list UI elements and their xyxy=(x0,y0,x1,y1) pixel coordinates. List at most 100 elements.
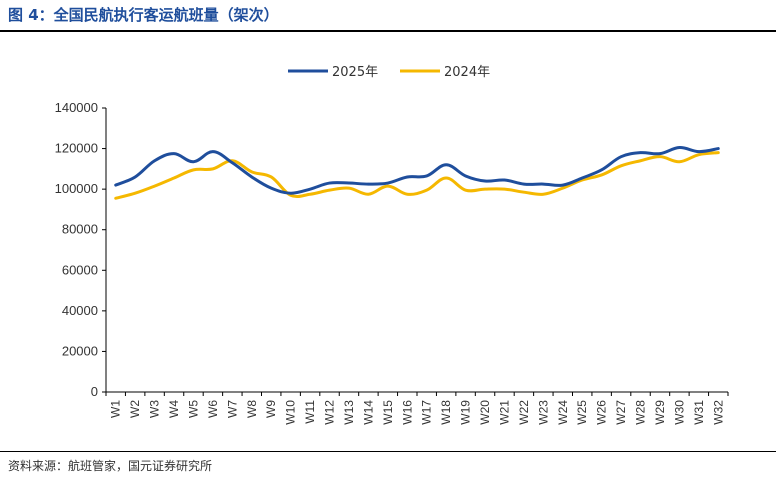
data-point xyxy=(619,155,623,158)
x-tick-label: W10 xyxy=(284,400,298,425)
legend: 2025年 2024年 xyxy=(288,65,490,80)
x-tick-label: W23 xyxy=(536,400,550,425)
data-point xyxy=(678,160,681,163)
data-point xyxy=(192,168,195,172)
data-point xyxy=(367,182,370,186)
data-point xyxy=(639,151,642,154)
y-tick-label: 0 xyxy=(91,384,98,399)
data-point xyxy=(522,190,526,194)
data-point xyxy=(250,175,253,179)
x-tick-label: W31 xyxy=(692,400,706,425)
x-tick-label: W32 xyxy=(711,400,725,425)
x-tick-label: W9 xyxy=(264,400,278,418)
x-tick-label: W24 xyxy=(556,400,570,425)
data-point xyxy=(192,160,195,163)
data-point xyxy=(328,181,331,185)
legend-label-2024: 2024年 xyxy=(444,65,490,80)
y-tick-label: 100000 xyxy=(55,181,98,196)
y-axis: 0 20000 40000 60000 80000 100000 120000 140000 xyxy=(55,100,107,399)
y-tick-label: 80000 xyxy=(62,222,98,237)
data-point xyxy=(464,188,467,192)
y-tick-label: 120000 xyxy=(55,141,98,156)
data-point xyxy=(250,170,253,174)
data-point xyxy=(114,197,117,200)
data-point xyxy=(308,187,312,191)
x-axis: W1 W2 W3 W4 W5 W6 W7 W8 W9 W10 W11 W12 W13 W14 W15 W16 W… xyxy=(105,391,729,425)
y-tick-label: 60000 xyxy=(62,262,98,277)
data-point xyxy=(211,150,215,153)
data-point xyxy=(444,176,448,180)
data-point xyxy=(328,188,331,192)
x-tick-label: W20 xyxy=(478,400,492,425)
data-point xyxy=(425,188,428,192)
x-tick-label: W11 xyxy=(303,400,317,424)
data-point xyxy=(386,181,390,185)
x-tick-label: W5 xyxy=(186,400,200,418)
legend-label-2025: 2025年 xyxy=(332,65,378,80)
x-tick-label: W25 xyxy=(575,400,589,425)
data-point xyxy=(367,193,370,196)
data-point xyxy=(697,153,701,156)
series-line-2025 xyxy=(114,146,720,195)
series-lines xyxy=(114,146,720,200)
x-tick-label: W28 xyxy=(634,400,648,425)
x-tick-label: W13 xyxy=(342,400,356,425)
data-point xyxy=(619,164,623,168)
x-tick-label: W1 xyxy=(109,400,123,418)
data-point xyxy=(347,186,351,190)
data-point xyxy=(133,175,137,179)
data-point xyxy=(289,192,292,195)
y-tick-label: 140000 xyxy=(55,100,98,115)
line-chart: 2025年 2024年 0 20000 40000 60000 80000 100000 12… xyxy=(55,65,729,425)
data-point xyxy=(600,168,603,172)
x-tick-label: W8 xyxy=(245,400,259,418)
x-tick-label: W6 xyxy=(206,400,220,418)
data-point xyxy=(406,193,409,196)
data-point xyxy=(639,159,642,162)
x-tick-label: W16 xyxy=(400,400,414,425)
data-point xyxy=(503,178,506,182)
data-point xyxy=(658,155,662,158)
data-point xyxy=(172,152,176,155)
x-tick-label: W21 xyxy=(497,400,511,425)
source-note: 资料来源：航班管家，国元证券研究所 xyxy=(8,459,213,473)
data-point xyxy=(444,163,448,166)
data-point xyxy=(386,184,390,188)
series-line-2024 xyxy=(114,151,720,200)
data-point xyxy=(425,174,428,178)
data-point xyxy=(542,193,545,196)
data-point xyxy=(308,193,312,196)
x-tick-label: W14 xyxy=(361,400,375,425)
data-point xyxy=(717,151,720,154)
x-tick-label: W2 xyxy=(128,400,142,418)
data-point xyxy=(483,179,487,183)
y-tick-label: 40000 xyxy=(62,303,98,318)
data-point xyxy=(270,175,273,179)
data-point xyxy=(542,182,545,186)
data-point xyxy=(561,186,564,190)
data-point xyxy=(114,183,117,187)
data-point xyxy=(464,174,467,178)
x-tick-label: W15 xyxy=(381,400,395,425)
x-tick-label: W7 xyxy=(225,400,239,418)
data-point xyxy=(600,173,603,177)
x-tick-label: W3 xyxy=(148,400,162,418)
data-point xyxy=(503,187,506,191)
x-tick-label: W12 xyxy=(323,400,337,425)
x-tick-label: W26 xyxy=(595,400,609,425)
data-point xyxy=(522,182,526,186)
data-point xyxy=(697,150,701,153)
x-tick-label: W27 xyxy=(614,400,628,425)
data-point xyxy=(483,187,487,191)
data-point xyxy=(211,167,215,171)
data-point xyxy=(133,192,137,195)
data-point xyxy=(561,183,564,187)
top-rule xyxy=(0,30,776,32)
bottom-rule xyxy=(0,451,776,452)
data-point xyxy=(658,152,662,155)
x-tick-label: W22 xyxy=(517,400,531,425)
data-point xyxy=(347,181,351,185)
data-point xyxy=(581,176,584,180)
data-point xyxy=(270,186,273,190)
x-tick-label: W29 xyxy=(653,400,667,425)
